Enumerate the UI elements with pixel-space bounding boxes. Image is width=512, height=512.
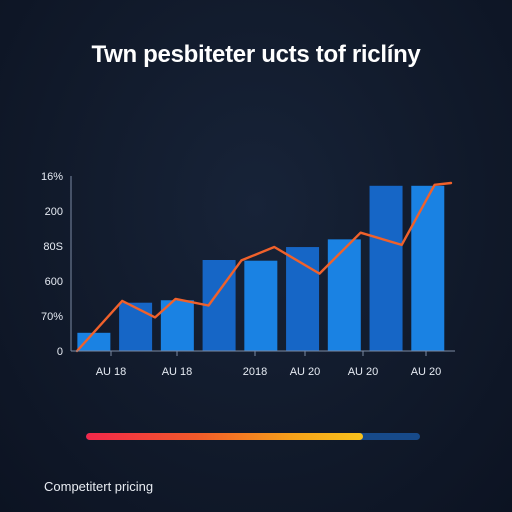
x-tick-label: AU 20 bbox=[411, 366, 442, 378]
y-tick-label: 16% bbox=[41, 171, 63, 183]
y-tick-label: 200 bbox=[45, 206, 63, 218]
y-tick-label: 70% bbox=[41, 311, 63, 323]
y-tick-label: 600 bbox=[45, 276, 63, 288]
bar-9 bbox=[411, 185, 445, 351]
bar-1 bbox=[77, 332, 111, 351]
x-tick-label: AU 18 bbox=[162, 366, 193, 378]
x-tick-label: AU 20 bbox=[290, 366, 321, 378]
x-tick-label: AU 18 bbox=[96, 366, 127, 378]
bar-8 bbox=[369, 185, 403, 351]
y-tick-label: 0 bbox=[57, 346, 63, 358]
footer-label: Competitert pricing bbox=[44, 479, 154, 494]
y-tick-label: 80S bbox=[43, 241, 63, 253]
x-ticks: AU 18 AU 18 2018 AU 20 AU 20 AU 20 bbox=[96, 351, 442, 378]
x-tick-label: 2018 bbox=[243, 366, 267, 378]
bar-7 bbox=[327, 239, 361, 351]
bar-2 bbox=[119, 302, 153, 351]
bar-5 bbox=[244, 260, 278, 351]
progress-fill bbox=[86, 433, 364, 440]
x-tick-label: AU 20 bbox=[348, 366, 379, 378]
bars-group bbox=[77, 185, 445, 351]
progress-bar bbox=[86, 433, 420, 440]
trend-line bbox=[75, 181, 453, 353]
chart-title: Twn pesbiteter ucts tof riclíny bbox=[91, 41, 421, 68]
y-ticks: 0 70% 600 80S 200 16% bbox=[41, 171, 63, 358]
